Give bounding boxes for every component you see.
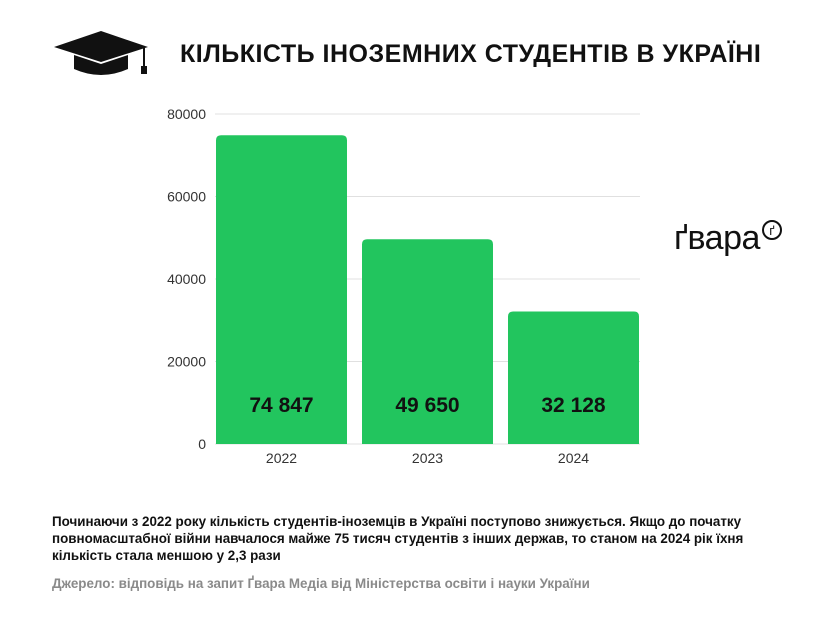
y-tick-label: 0 (198, 436, 206, 452)
y-tick-label: 80000 (167, 106, 206, 122)
header (52, 28, 150, 80)
bar-chart: 0 20000 40000 60000 80000 74 847 2022 49 650 202… (167, 106, 640, 466)
data-label: 49 650 (395, 394, 459, 417)
x-tick-label: 2024 (558, 450, 589, 466)
source-note: Джерело: відповідь на запит Ґвара Медіа … (52, 576, 590, 591)
chart-description: Починаючи з 2022 року кількість студенті… (52, 514, 744, 563)
y-tick-label: 40000 (167, 271, 206, 287)
bar-2024 (508, 311, 639, 444)
bar-2022 (216, 135, 347, 445)
x-tick-label: 2023 (412, 450, 443, 466)
x-tick-label: 2022 (266, 450, 297, 466)
graduation-cap-icon (54, 31, 148, 75)
y-tick-label: 60000 (167, 189, 206, 205)
data-label: 32 128 (541, 394, 606, 417)
data-label: 74 847 (249, 394, 313, 417)
logo-text: ґвара (674, 219, 760, 257)
page-title: КІЛЬКІСТЬ ІНОЗЕМНИХ СТУДЕНТІВ В УКРАЇНІ (180, 40, 762, 68)
logo-badge: ґ (761, 220, 782, 240)
brand-logo: ґвара ґ (674, 218, 782, 258)
y-tick-label: 20000 (167, 354, 206, 370)
bar-2023 (362, 239, 493, 444)
